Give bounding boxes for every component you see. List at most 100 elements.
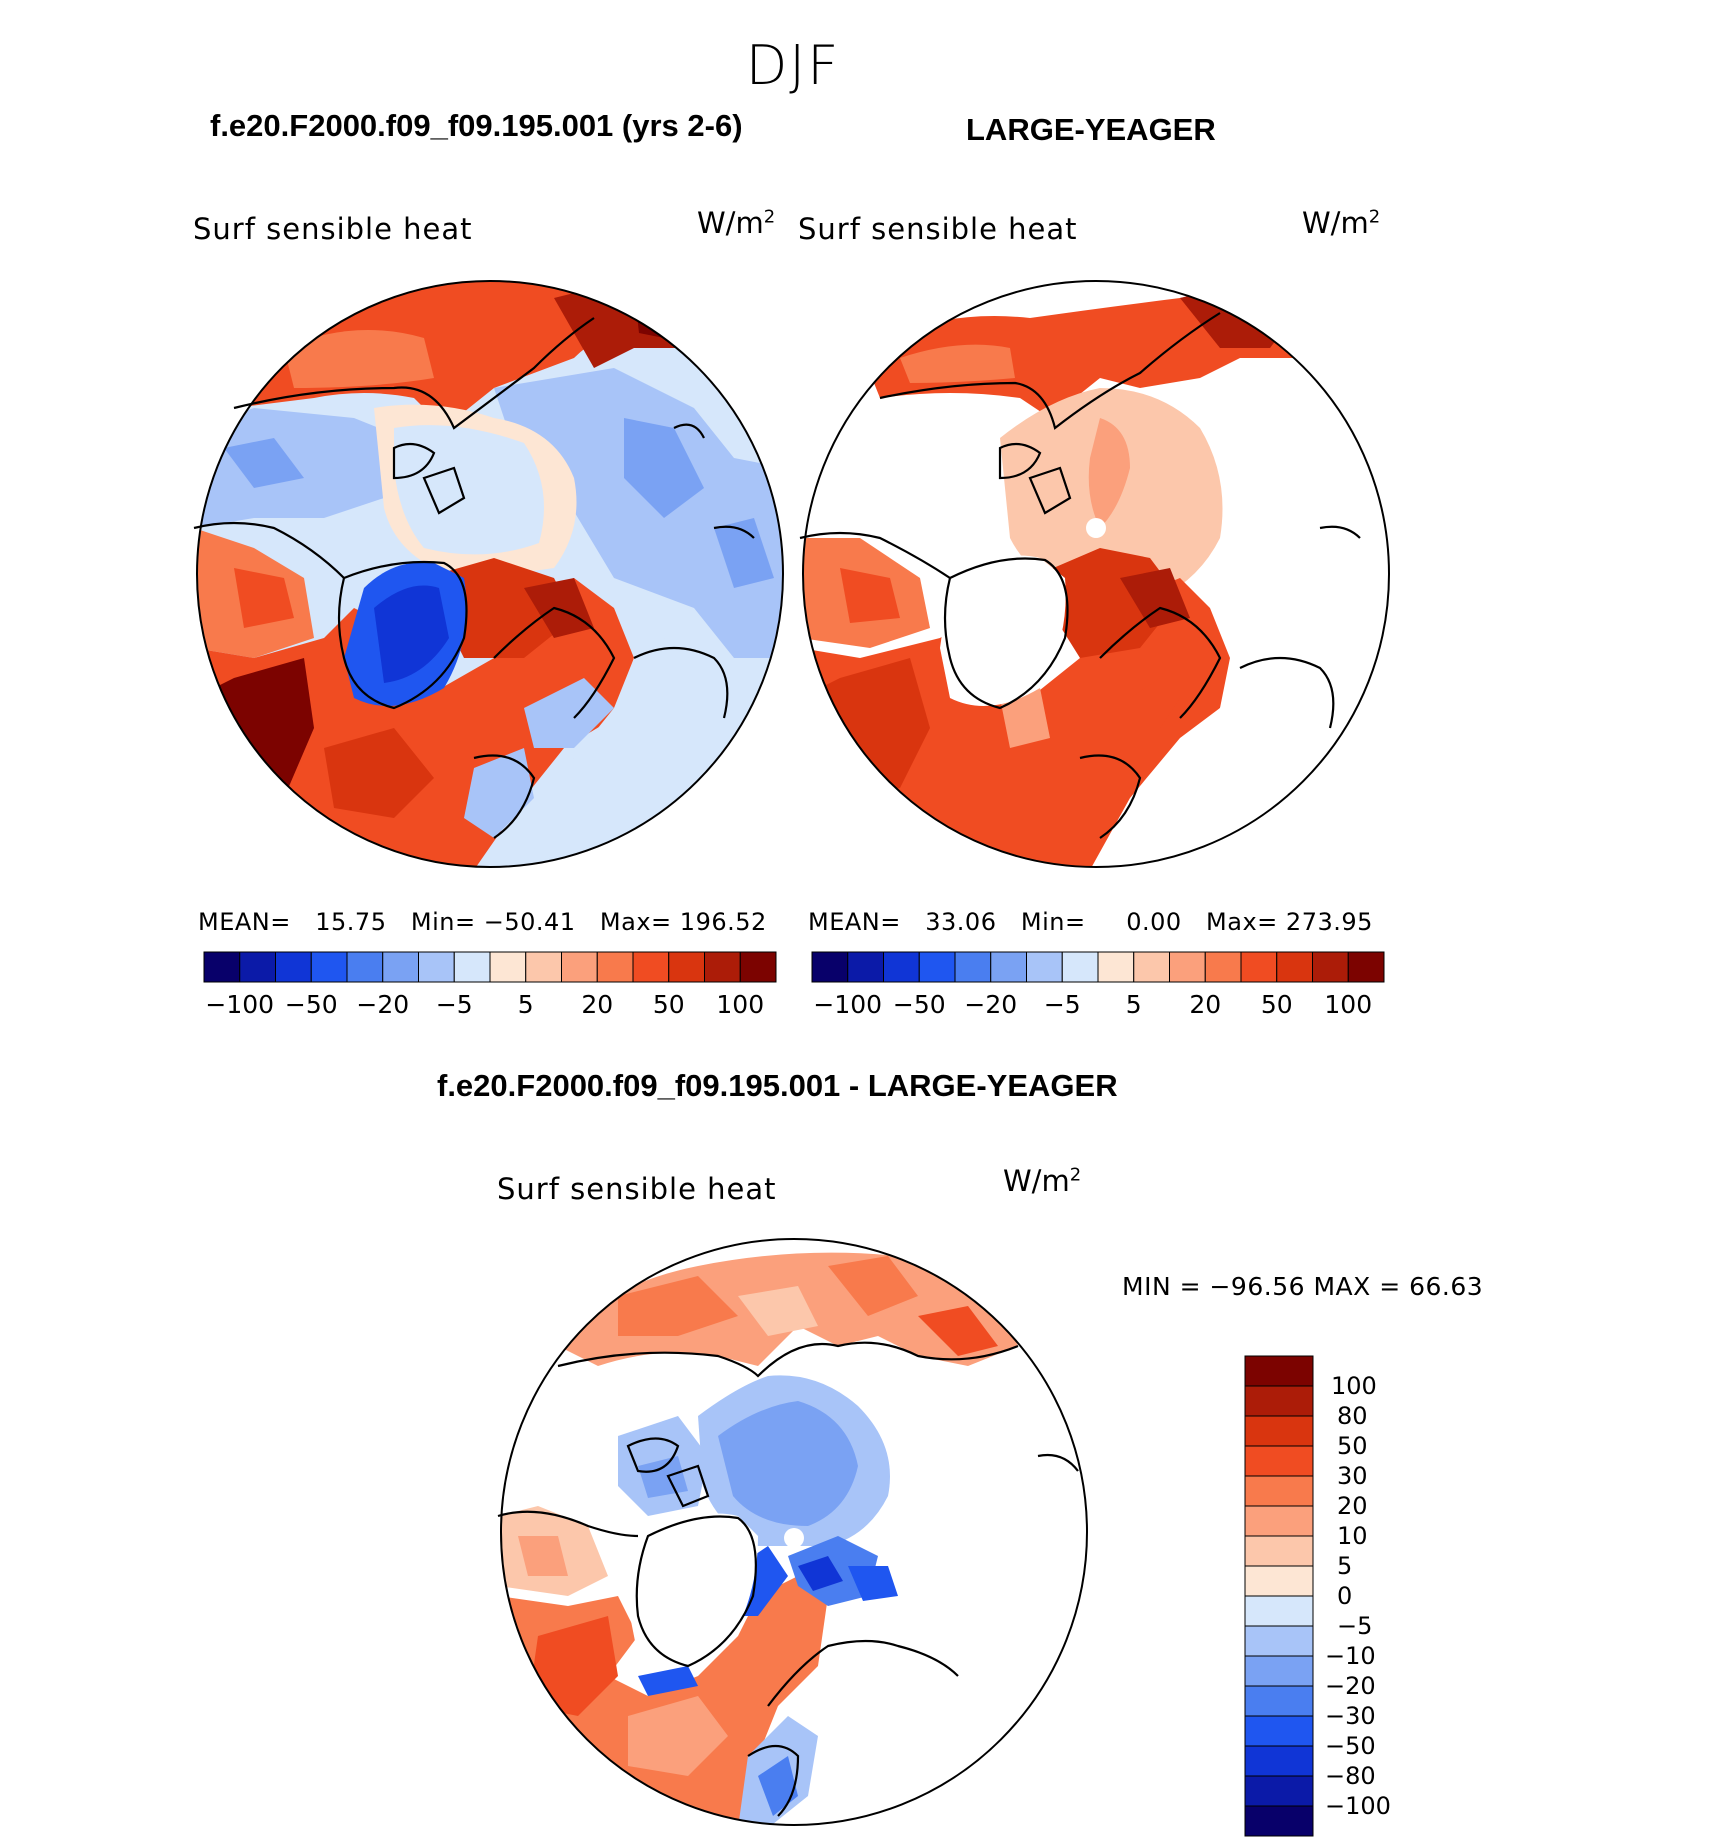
colorbar-swatch [346,951,384,983]
colorbar-swatch [525,951,562,983]
panel-2-units: W/m2 [1302,206,1381,240]
colorbar-tick-label: 20 [581,990,614,1019]
colorbar-tick-label: −20 [964,990,1018,1019]
panel-2-colorbar-ticks: −100 −50 −20 −5 5 20 50 100 [812,990,1384,1020]
diff-colorbar-swatch [1244,1415,1314,1447]
colorbar-tick-label: −100 [813,990,883,1019]
diff-colorbar [1244,1355,1314,1837]
colorbar-swatch [1204,951,1242,983]
diff-colorbar-label: 20 [1337,1492,1368,1520]
diff-colorbar-swatch [1244,1775,1314,1807]
diff-colorbar-swatch [1244,1565,1314,1597]
colorbar-tick-label: −50 [284,990,338,1019]
panel-2-variable-label: Surf sensible heat [798,212,1078,246]
colorbar-swatch [275,951,312,983]
colorbar-swatch [1133,951,1170,983]
colorbar-tick-label: −5 [435,990,473,1019]
diff-colorbar-labels: 100 80 50 30 20 10 5 0 −5 −10 −20 −30 −50 −80 −100 [1325,1356,1405,1836]
colorbar-swatch [847,951,884,983]
colorbar-tick-label: −5 [1043,990,1081,1019]
diff-colorbar-label: −30 [1325,1702,1376,1730]
colorbar-tick-label: 50 [652,990,685,1019]
panel-1-stats: MEAN= 15.75 Min= −50.41 Max= 196.52 [198,908,767,936]
colorbar-swatch [1240,951,1278,983]
diff-colorbar-label: 30 [1337,1462,1368,1490]
diff-colorbar-label: 10 [1337,1522,1368,1550]
diff-colorbar-swatch [1244,1355,1314,1387]
diff-colorbar-label: −20 [1325,1672,1376,1700]
colorbar-tick-label: 100 [1324,990,1373,1019]
panel-2-colorbar [811,951,1385,983]
colorbar-tick-label: 20 [1189,990,1222,1019]
colorbar-swatch [596,951,634,983]
diff-colorbar-label: −10 [1325,1642,1376,1670]
diff-units: W/m2 [1003,1164,1082,1198]
diff-colorbar-swatch [1244,1625,1314,1657]
colorbar-swatch [883,951,920,983]
diff-polar-map [497,1238,1088,1826]
panel-1-case-title: f.e20.F2000.f09_f09.195.001 (yrs 2-6) [210,108,743,143]
colorbar-swatch [1347,951,1385,983]
colorbar-tick-label: −20 [356,990,410,1019]
diff-title: f.e20.F2000.f09_f09.195.001 - LARGE-YEAG… [437,1068,1118,1103]
panel-1-units: W/m2 [697,206,776,240]
colorbar-tick-label: 100 [716,990,765,1019]
diff-colorbar-label: 80 [1337,1402,1368,1430]
panel-1-colorbar-ticks: −100 −50 −20 −5 5 20 50 100 [204,990,776,1020]
colorbar-swatch [310,951,348,983]
colorbar-swatch [1061,951,1099,983]
diff-colorbar-swatch [1244,1745,1314,1777]
colorbar-swatch [418,951,455,983]
colorbar-swatch [203,951,241,983]
colorbar-tick-label: −50 [892,990,946,1019]
colorbar-swatch [704,951,741,983]
diff-minmax: MIN = −96.56 MAX = 66.63 [1122,1272,1484,1301]
diff-colorbar-label: −100 [1325,1792,1391,1820]
season-title: DJF [745,34,841,97]
panel-2-polar-map [799,280,1390,868]
colorbar-swatch [1276,951,1313,983]
diff-colorbar-label: 100 [1331,1372,1377,1400]
colorbar-swatch [1169,951,1206,983]
panel-2-case-title: LARGE-YEAGER [966,112,1216,147]
colorbar-tick-label: −100 [205,990,275,1019]
diff-colorbar-swatch [1244,1715,1314,1747]
diff-colorbar-label: −50 [1325,1732,1376,1760]
colorbar-swatch [1312,951,1349,983]
colorbar-swatch [632,951,670,983]
colorbar-swatch [739,951,777,983]
colorbar-tick-label: 5 [517,990,534,1019]
colorbar-swatch [918,951,956,983]
colorbar-swatch [1026,951,1063,983]
panel-1-colorbar [203,951,777,983]
panel-1-polar-map [193,280,784,868]
diff-colorbar-label: 5 [1337,1552,1353,1580]
colorbar-swatch [489,951,527,983]
colorbar-swatch [811,951,849,983]
diff-colorbar-label: 0 [1337,1582,1353,1610]
diff-variable-label: Surf sensible heat [497,1172,777,1206]
diff-colorbar-swatch [1244,1655,1314,1687]
colorbar-swatch [239,951,276,983]
colorbar-swatch [382,951,419,983]
colorbar-swatch [668,951,705,983]
colorbar-tick-label: 50 [1260,990,1293,1019]
diff-colorbar-swatch [1244,1685,1314,1717]
colorbar-swatch [990,951,1027,983]
colorbar-swatch [453,951,491,983]
diff-colorbar-label: −80 [1325,1762,1376,1790]
colorbar-swatch [561,951,598,983]
diff-colorbar-swatch [1244,1805,1314,1837]
panel-1-variable-label: Surf sensible heat [193,212,473,246]
diff-colorbar-swatch [1244,1595,1314,1627]
colorbar-swatch [954,951,992,983]
colorbar-swatch [1097,951,1135,983]
colorbar-tick-label: 5 [1125,990,1142,1019]
diff-colorbar-swatch [1244,1385,1314,1417]
diff-colorbar-swatch [1244,1535,1314,1567]
diff-colorbar-swatch [1244,1445,1314,1477]
diff-colorbar-label: −5 [1337,1612,1373,1640]
panel-2-stats: MEAN= 33.06 Min= 0.00 Max= 273.95 [808,908,1373,936]
diff-colorbar-swatch [1244,1505,1314,1537]
diff-colorbar-label: 50 [1337,1432,1368,1460]
